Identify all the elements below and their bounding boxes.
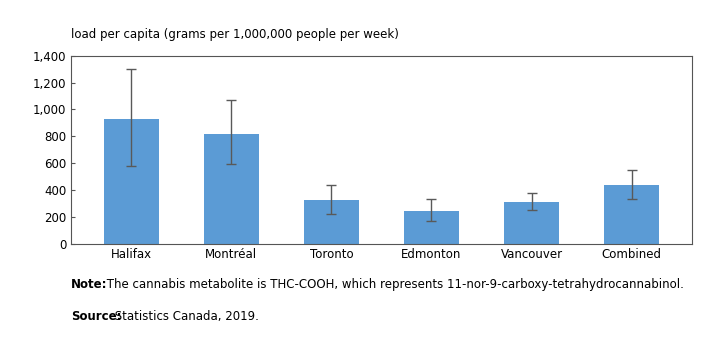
Text: load per capita (grams per 1,000,000 people per week): load per capita (grams per 1,000,000 peo… — [71, 27, 399, 41]
Text: Statistics Canada, 2019.: Statistics Canada, 2019. — [111, 310, 258, 323]
Text: Source:: Source: — [71, 310, 122, 323]
Bar — [504, 203, 559, 244]
Bar — [604, 185, 659, 244]
Bar — [104, 119, 159, 244]
Bar — [204, 134, 259, 244]
Bar — [404, 211, 459, 244]
Text: Note:: Note: — [71, 278, 108, 291]
Text: The cannabis metabolite is THC-COOH, which represents 11-nor-9-carboxy-tetrahydr: The cannabis metabolite is THC-COOH, whi… — [103, 278, 684, 291]
Bar — [304, 200, 359, 244]
